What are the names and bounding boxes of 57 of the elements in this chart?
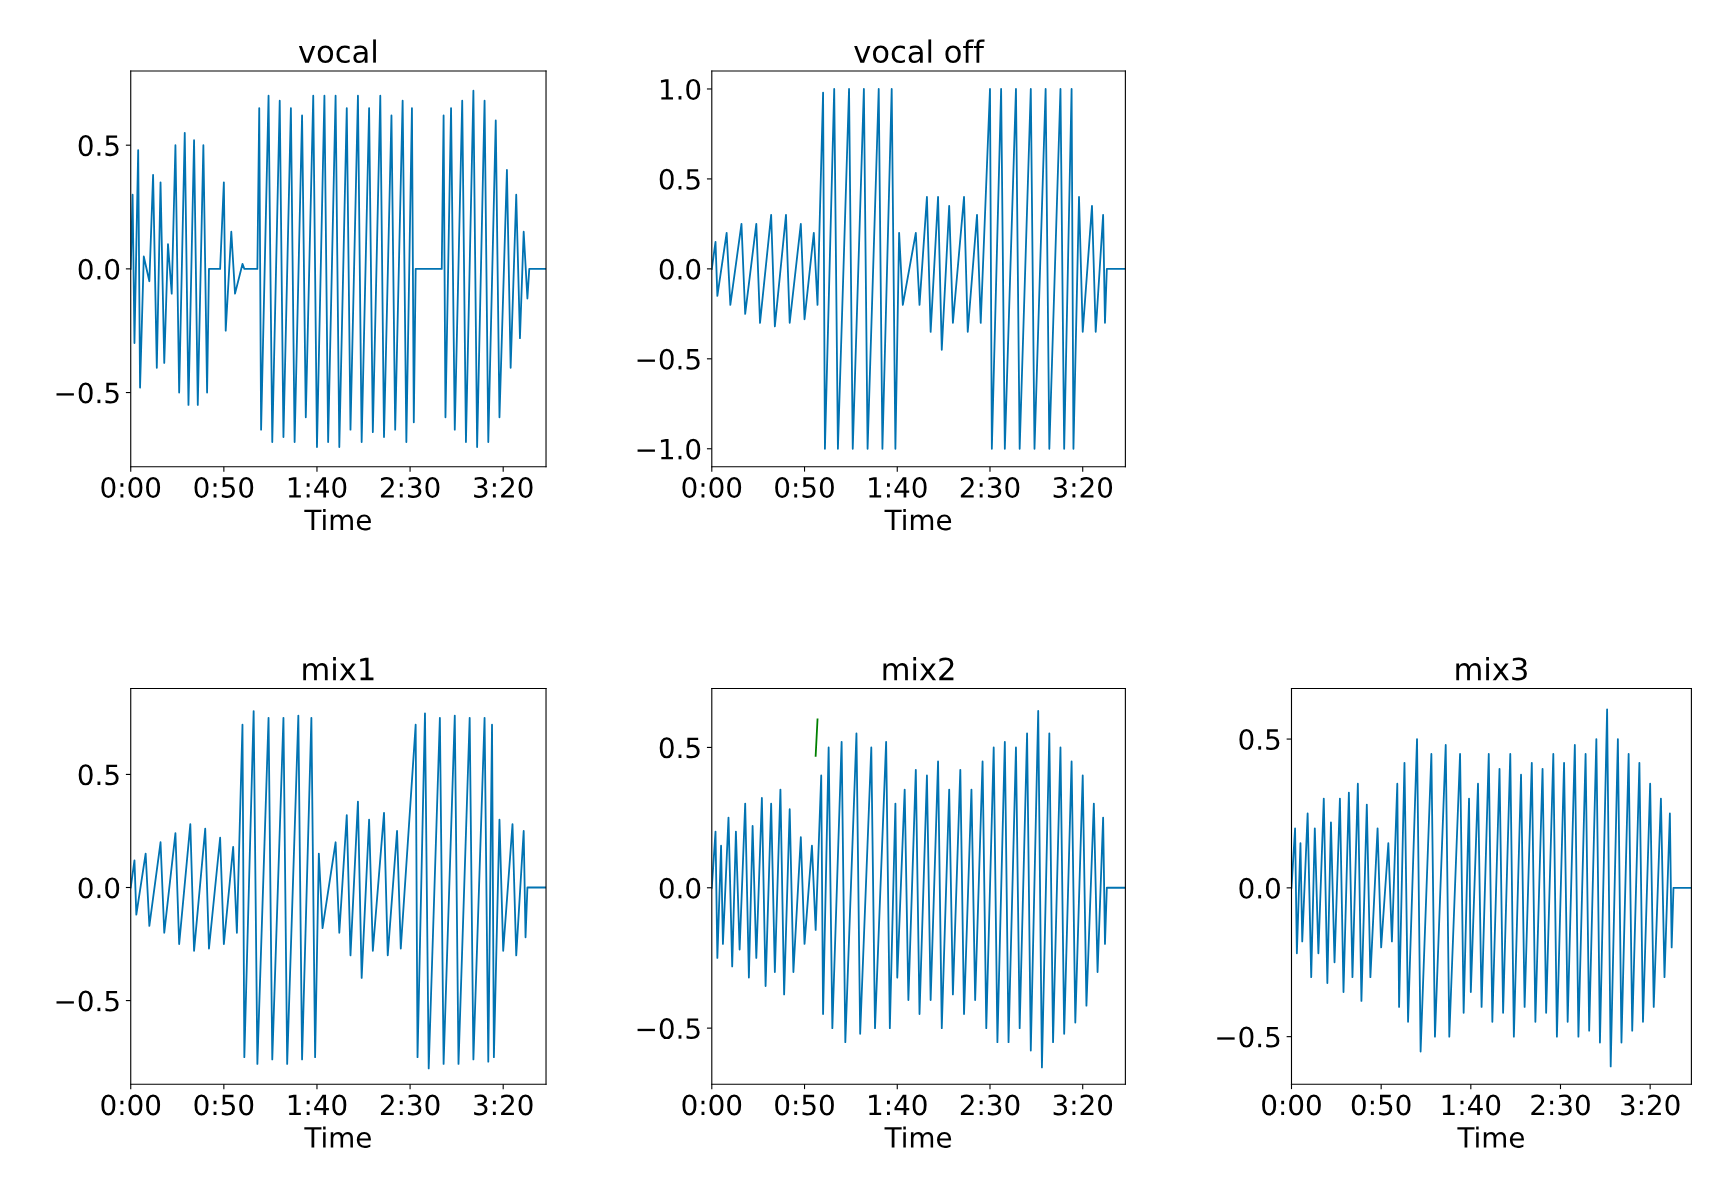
x-tick-label: 2:30 — [960, 476, 1020, 498]
y-tick-label: 0.0 — [659, 258, 701, 280]
chart-title: mix2 — [883, 656, 954, 681]
x-tick-label: 0:50 — [1351, 1094, 1411, 1116]
x-axis-title: Time — [884, 508, 952, 531]
line-series — [1291, 708, 1692, 1068]
x-tick-label: 3:20 — [474, 476, 533, 498]
x-tick-label: 3:20 — [1053, 1094, 1113, 1116]
x-axis-title: Time — [304, 1126, 371, 1148]
x-tick-label: 0:50 — [775, 476, 834, 498]
chart-title: vocal off — [854, 39, 985, 64]
y-tick-label: 0.0 — [78, 258, 120, 280]
y-tick-label: −0.5 — [1217, 1026, 1280, 1048]
y-tick-label: 0.0 — [78, 877, 120, 899]
x-tick-label: 2:30 — [1531, 1094, 1590, 1116]
x-tick-label: 0:50 — [194, 1094, 254, 1116]
line-series — [130, 710, 547, 1070]
y-tick-label: 0.5 — [659, 737, 700, 759]
x-tick-label: 0:00 — [101, 476, 161, 498]
y-tick-label: 1.0 — [660, 78, 701, 100]
x-axis-title: Time — [884, 1126, 952, 1148]
x-tick-label: 3:20 — [474, 1094, 533, 1116]
y-tick-label: 0.5 — [659, 168, 700, 190]
x-tick-label: 1:40 — [288, 476, 347, 498]
x-tick-label: 3:20 — [1621, 1094, 1680, 1116]
x-tick-label: 0:00 — [1262, 1094, 1321, 1116]
y-tick-label: −0.5 — [56, 990, 119, 1012]
line-series — [711, 710, 1126, 1069]
x-tick-label: 0:50 — [775, 1094, 834, 1116]
x-tick-label: 2:30 — [380, 1094, 440, 1116]
x-tick-label: 0:00 — [101, 1094, 161, 1116]
y-tick-label: 0.0 — [1239, 877, 1280, 899]
x-axis-title: Time — [304, 508, 371, 531]
y-tick-label: 0.0 — [659, 877, 701, 899]
line-series — [130, 89, 547, 448]
x-tick-label: 0:00 — [682, 476, 742, 498]
line-series — [711, 88, 1126, 450]
chart-title: vocal — [298, 39, 376, 64]
x-tick-label: 1:40 — [869, 1094, 927, 1116]
x-tick-label: 1:40 — [288, 1094, 347, 1116]
chart-title: mix1 — [303, 656, 374, 681]
x-tick-label: 0:00 — [682, 1094, 742, 1116]
y-tick-label: −0.5 — [56, 382, 119, 404]
x-tick-label: 3:20 — [1053, 476, 1113, 498]
y-tick-label: 0.5 — [1239, 729, 1280, 751]
x-tick-label: 2:30 — [380, 476, 440, 498]
x-tick-label: 2:30 — [960, 1094, 1020, 1116]
x-axis-title: Time — [1457, 1126, 1524, 1148]
y-tick-label: −0.5 — [637, 348, 700, 370]
y-tick-label: −1.0 — [637, 438, 701, 460]
chart-title: mix3 — [1456, 656, 1527, 681]
x-tick-label: 0:50 — [194, 476, 254, 498]
x-tick-label: 1:40 — [1442, 1094, 1501, 1116]
x-tick-label: 1:40 — [869, 476, 927, 498]
y-tick-label: 0.5 — [78, 764, 119, 786]
y-tick-label: 0.5 — [78, 135, 119, 157]
y-tick-label: −0.5 — [637, 1018, 700, 1040]
